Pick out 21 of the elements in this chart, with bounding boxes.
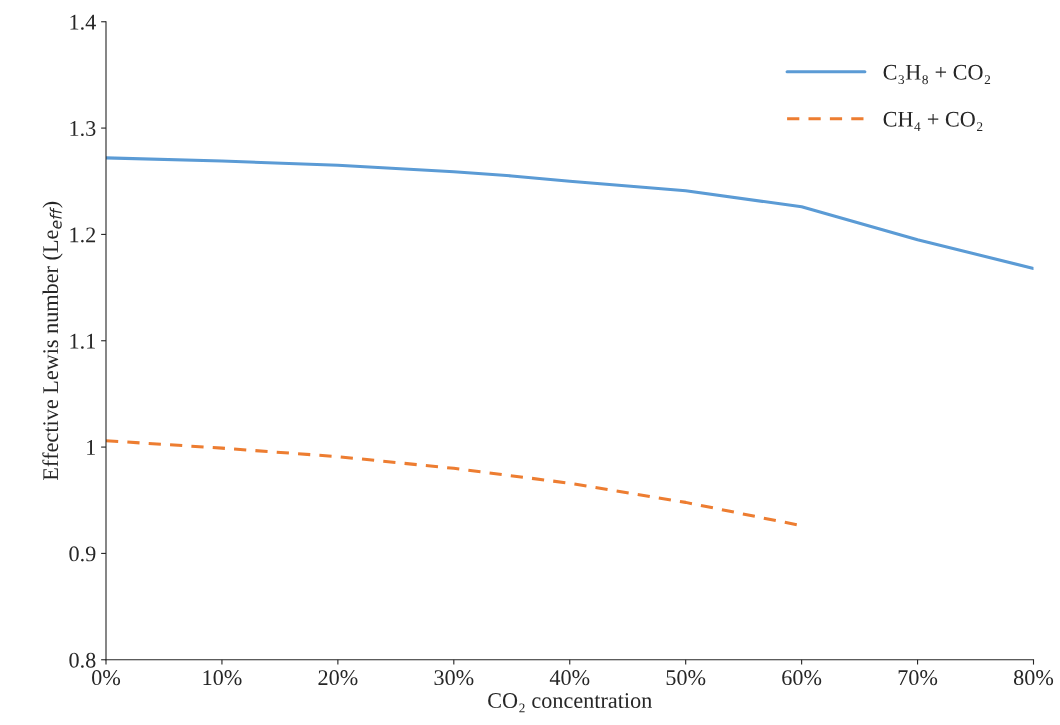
y-tick-label: 1.4	[70, 14, 96, 30]
legend-label: CH₄ + CO₂	[883, 111, 983, 132]
y-axis-title: Effective Lewis number (Le$_{eff}$)	[42, 201, 63, 481]
x-tick-label: 40%	[549, 670, 590, 686]
x-tick-label: 80%	[1013, 670, 1054, 686]
y-tick-label: 1	[87, 440, 95, 455]
line-series	[106, 156, 1034, 270]
x-tick-label: 70%	[898, 670, 938, 686]
x-axis-title: CO₂ concentration	[488, 693, 652, 713]
y-tick-label: 1.3	[70, 121, 96, 137]
y-tick-label: 1.2	[70, 227, 96, 243]
y-tick-label: 0.9	[69, 546, 96, 562]
y-tick-label: 0.8	[69, 652, 96, 668]
x-tick-label: 20%	[318, 670, 358, 686]
x-tick-label: 30%	[434, 670, 474, 686]
x-tick-label: 50%	[666, 670, 706, 686]
legend-label: C₃H₈ + CO₂	[883, 64, 991, 85]
x-tick-label: 0%	[92, 670, 121, 686]
x-tick-label: 60%	[782, 670, 822, 686]
x-tick-label: 10%	[203, 670, 242, 686]
y-tick-label: 1.1	[70, 333, 95, 349]
